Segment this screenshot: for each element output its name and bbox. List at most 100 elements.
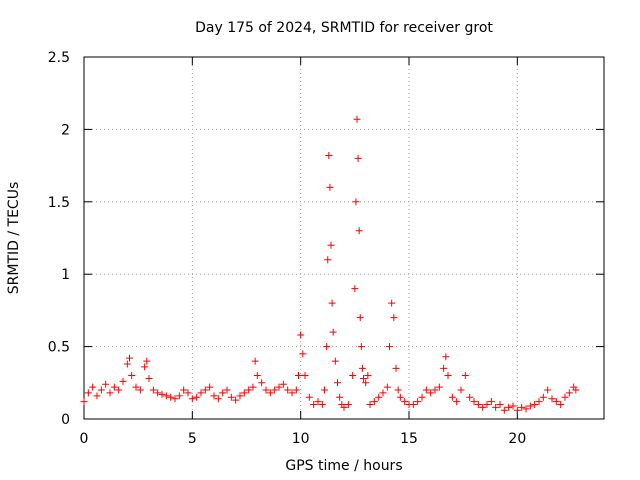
data-point xyxy=(251,357,259,365)
data-point xyxy=(314,398,322,406)
data-point xyxy=(184,389,192,397)
data-point xyxy=(552,398,560,406)
data-point xyxy=(356,314,364,322)
data-point xyxy=(297,331,305,339)
data-point xyxy=(351,285,359,293)
data-point xyxy=(386,343,393,351)
data-point xyxy=(487,398,495,406)
data-point xyxy=(396,393,404,401)
data-point xyxy=(323,343,331,351)
data-point xyxy=(143,357,151,365)
data-point xyxy=(572,386,580,394)
data-point xyxy=(89,383,97,391)
y-tick-label: 0 xyxy=(61,412,70,428)
data-point xyxy=(288,389,296,397)
y-tick-label: 2 xyxy=(61,122,70,138)
data-point xyxy=(388,299,396,307)
data-point xyxy=(466,393,474,401)
plot-area-frame xyxy=(83,56,605,420)
data-point xyxy=(197,389,205,397)
data-point xyxy=(344,401,352,409)
data-point xyxy=(327,241,335,249)
data-point xyxy=(539,393,547,401)
data-point xyxy=(355,227,363,235)
data-point xyxy=(331,357,339,365)
data-point xyxy=(336,393,344,401)
data-point xyxy=(210,392,218,400)
data-point xyxy=(435,383,443,391)
data-point xyxy=(366,401,374,409)
data-point xyxy=(245,386,253,394)
data-point xyxy=(310,401,318,409)
data-point xyxy=(470,398,478,406)
data-point xyxy=(479,403,487,411)
data-point xyxy=(162,392,170,400)
data-point xyxy=(418,393,426,401)
data-point xyxy=(483,401,491,409)
data-point xyxy=(492,403,500,411)
data-point xyxy=(442,353,450,361)
data-point xyxy=(284,386,292,394)
data-point xyxy=(240,389,248,397)
data-point xyxy=(431,386,439,394)
data-point xyxy=(149,386,157,394)
y-axis-title: SRMTID / TECUs xyxy=(6,182,22,295)
data-point xyxy=(509,402,517,410)
data-point xyxy=(271,386,279,394)
x-axis: 0 5 10 15 20 xyxy=(80,57,526,447)
y-tick-label: 1 xyxy=(61,267,70,283)
data-point xyxy=(353,115,361,123)
data-point xyxy=(305,393,313,401)
data-point xyxy=(214,395,222,403)
data-point xyxy=(513,406,521,414)
data-point xyxy=(565,389,573,397)
data-point xyxy=(370,398,378,406)
data-point xyxy=(126,354,133,362)
data-point xyxy=(561,393,569,401)
data-point xyxy=(364,372,372,380)
data-point xyxy=(325,151,333,159)
data-point xyxy=(444,372,452,380)
data-point xyxy=(318,401,326,409)
data-point xyxy=(422,386,430,394)
data-point xyxy=(394,386,402,394)
data-point xyxy=(401,398,409,406)
chart-title: Day 175 of 2024, SRMTID for receiver gro… xyxy=(195,20,493,36)
data-point xyxy=(357,343,365,351)
data-point xyxy=(193,393,201,401)
data-point xyxy=(232,396,240,404)
data-point xyxy=(93,392,101,400)
data-point xyxy=(448,393,456,401)
data-point xyxy=(548,395,556,403)
data-point xyxy=(390,314,398,322)
data-point xyxy=(123,360,131,368)
gridlines xyxy=(84,57,604,419)
data-point xyxy=(167,393,175,401)
data-point xyxy=(358,364,366,372)
data-point xyxy=(97,386,105,394)
data-point xyxy=(115,386,123,394)
x-tick-label: 5 xyxy=(188,431,197,447)
data-point xyxy=(258,379,266,387)
data-point xyxy=(474,401,482,409)
data-point xyxy=(544,386,552,394)
data-point xyxy=(440,364,448,372)
data-point xyxy=(141,363,149,371)
data-point xyxy=(84,389,92,397)
data-point xyxy=(334,379,341,387)
data-point xyxy=(329,328,337,336)
data-point xyxy=(175,392,183,400)
data-point xyxy=(145,374,153,382)
data-point xyxy=(535,398,543,406)
data-point xyxy=(518,403,526,411)
data-point xyxy=(102,380,110,388)
data-point xyxy=(522,405,530,413)
data-point xyxy=(262,386,270,394)
y-tick-label: 0.5 xyxy=(48,340,70,356)
data-point xyxy=(375,393,383,401)
data-point xyxy=(461,372,469,380)
data-point xyxy=(301,372,309,380)
y-tick-label: 2.5 xyxy=(48,50,70,66)
data-point xyxy=(557,401,565,409)
